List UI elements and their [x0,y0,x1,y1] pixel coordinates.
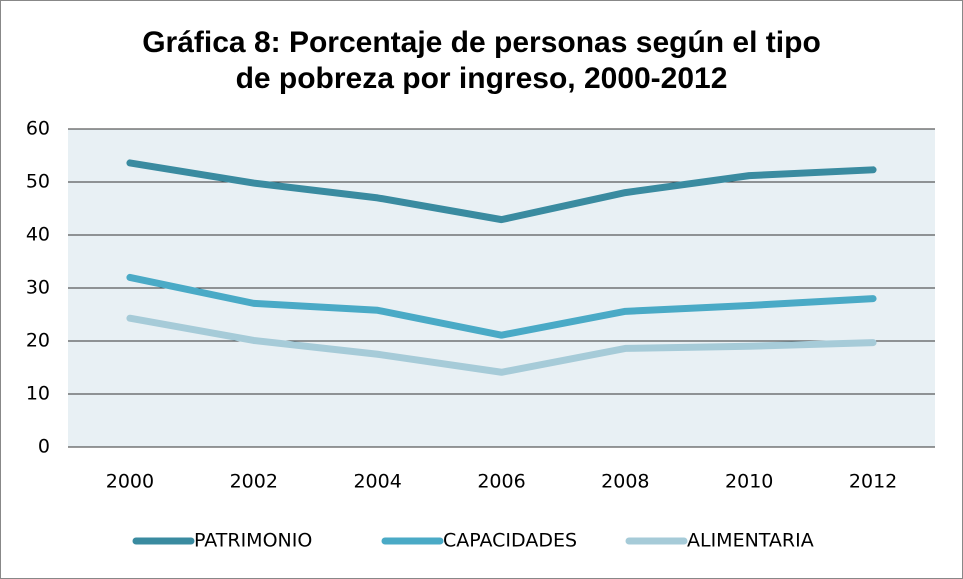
series-line [126,314,877,376]
x-tick-label: 2012 [849,471,897,493]
y-tick-label: 40 [26,224,50,246]
x-tick-label: 2000 [106,471,154,493]
y-tick-label: 20 [26,330,50,352]
y-tick-label: 10 [26,383,50,405]
legend-label: CAPACIDADES [443,530,577,552]
y-tick-label: 0 [38,436,50,458]
x-tick-label: 2004 [353,471,401,493]
series-line [126,159,877,224]
chart-title: Gráfica 8: Porcentaje de personas según … [142,26,821,95]
x-tick-label: 2008 [601,471,649,493]
x-tick-label: 2010 [725,471,773,493]
y-tick-label: 30 [26,277,50,299]
x-tick-label: 2006 [477,471,525,493]
series-line [126,273,877,339]
legend-label: PATRIMONIO [194,530,312,552]
x-tick-label: 2002 [230,471,278,493]
y-tick-label: 50 [26,171,50,193]
legend-label: ALIMENTARIA [687,530,814,552]
y-tick-label: 60 [26,118,50,140]
title-box: Gráfica 8: Porcentaje de personas según … [1,25,962,97]
